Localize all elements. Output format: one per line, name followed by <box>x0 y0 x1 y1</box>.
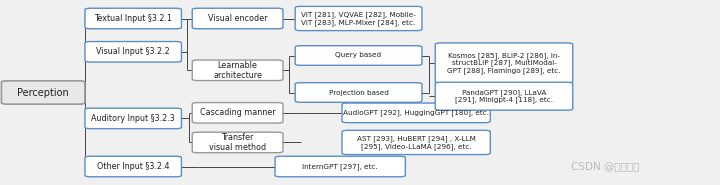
Text: Kosmos [285], BLIP-2 [286], In-
structBLIP [287], MultiModal-
GPT [288], Flaming: Kosmos [285], BLIP-2 [286], In- structBL… <box>447 52 561 74</box>
Text: Visual encoder: Visual encoder <box>208 14 267 23</box>
Text: Perception: Perception <box>17 88 69 97</box>
Text: AST [293], HuBERT [294] , X-LLM
[295], Video-LLaMA [296], etc.: AST [293], HuBERT [294] , X-LLM [295], V… <box>356 135 476 150</box>
FancyBboxPatch shape <box>342 103 490 123</box>
Text: CSDN @硯谷秋水: CSDN @硯谷秋水 <box>571 162 639 171</box>
FancyBboxPatch shape <box>192 60 283 81</box>
FancyBboxPatch shape <box>192 8 283 29</box>
FancyBboxPatch shape <box>1 81 85 104</box>
FancyBboxPatch shape <box>295 6 422 31</box>
FancyBboxPatch shape <box>192 102 283 123</box>
FancyBboxPatch shape <box>85 108 181 129</box>
FancyBboxPatch shape <box>85 8 181 29</box>
Text: Cascading manner: Cascading manner <box>199 108 276 117</box>
FancyBboxPatch shape <box>342 130 490 155</box>
Text: Projection based: Projection based <box>328 90 389 95</box>
Text: InternGPT [297], etc.: InternGPT [297], etc. <box>302 163 378 170</box>
FancyBboxPatch shape <box>275 156 405 177</box>
Text: Transfer
visual method: Transfer visual method <box>209 133 266 152</box>
FancyBboxPatch shape <box>85 156 181 177</box>
Text: PandaGPT [290], LLaVA
[291], Minigpt-4 [118], etc.: PandaGPT [290], LLaVA [291], Minigpt-4 [… <box>455 89 553 103</box>
FancyBboxPatch shape <box>85 41 181 62</box>
Text: Other Input §3.2.4: Other Input §3.2.4 <box>97 162 169 171</box>
Text: ViT [281], VQVAE [282], Mobile-
ViT [283], MLP-Mixer [284], etc.: ViT [281], VQVAE [282], Mobile- ViT [283… <box>301 11 416 26</box>
FancyBboxPatch shape <box>435 82 572 110</box>
Text: Textual Input §3.2.1: Textual Input §3.2.1 <box>94 14 172 23</box>
Text: Auditory Input §3.2.3: Auditory Input §3.2.3 <box>91 114 175 123</box>
Text: Learnable
architecture: Learnable architecture <box>213 61 262 80</box>
Text: AudioGPT [292], HuggingGPT [180], etc.: AudioGPT [292], HuggingGPT [180], etc. <box>343 110 489 116</box>
FancyBboxPatch shape <box>295 83 422 102</box>
Text: Query based: Query based <box>336 53 382 58</box>
FancyBboxPatch shape <box>192 132 283 153</box>
FancyBboxPatch shape <box>295 46 422 65</box>
Text: Visual Input §3.2.2: Visual Input §3.2.2 <box>96 47 170 56</box>
FancyBboxPatch shape <box>435 43 572 83</box>
